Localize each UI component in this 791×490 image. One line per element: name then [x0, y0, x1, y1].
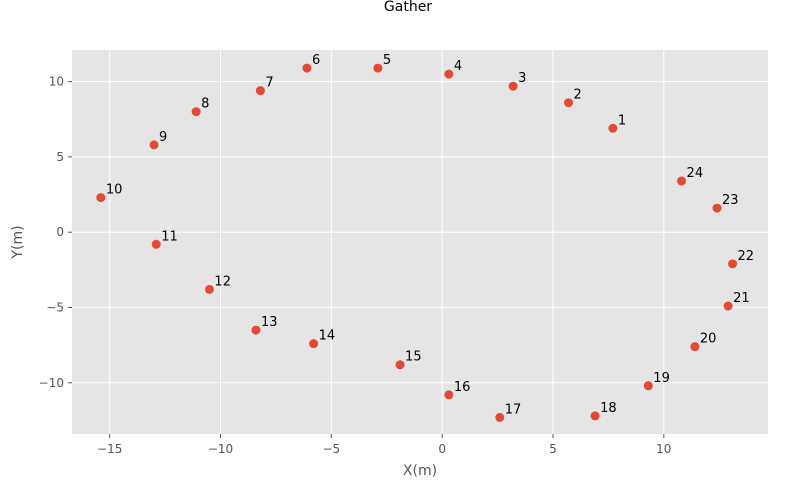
y-axis-ticks: −10 −5 0 5 10 — [39, 75, 72, 390]
chart-title: Gather — [384, 0, 432, 15]
data-point-label: 7 — [265, 76, 273, 91]
data-point — [255, 86, 265, 96]
data-point — [677, 176, 687, 186]
data-point — [151, 239, 161, 249]
x-tick-label: −10 — [208, 442, 233, 456]
data-point — [723, 301, 733, 311]
grid-lines — [72, 50, 768, 434]
data-point-label: 6 — [312, 53, 320, 68]
data-point — [590, 411, 600, 421]
data-point-label: 14 — [319, 329, 336, 344]
data-point — [302, 63, 312, 73]
y-tick-label: 0 — [56, 225, 64, 239]
x-tick-label: −15 — [97, 442, 122, 456]
data-point-label: 2 — [574, 88, 582, 103]
data-point — [395, 360, 405, 370]
data-point-label: 13 — [261, 315, 278, 330]
data-point-label: 4 — [454, 59, 462, 74]
data-point — [204, 284, 214, 294]
y-axis-label: Y(m) — [10, 225, 26, 259]
data-point-label: 9 — [159, 130, 167, 145]
data-points — [96, 63, 738, 422]
data-point-label: 16 — [454, 380, 471, 395]
data-point-label: 8 — [201, 97, 209, 112]
data-point-label: 11 — [161, 229, 178, 244]
data-point — [643, 381, 653, 391]
data-point-label: 3 — [518, 71, 526, 86]
data-point — [191, 107, 201, 117]
data-point — [444, 69, 454, 79]
x-axis-label: X(m) — [403, 463, 437, 479]
data-point — [251, 325, 261, 335]
data-point-label: 15 — [405, 350, 422, 365]
data-point-label: 17 — [505, 402, 522, 417]
data-point — [495, 412, 505, 422]
y-tick-label: −5 — [46, 301, 64, 315]
data-point — [373, 63, 383, 73]
data-point-label: 12 — [214, 274, 231, 289]
data-point — [608, 123, 618, 133]
data-point-label: 5 — [383, 53, 391, 68]
data-point — [309, 339, 319, 349]
data-point-label: 20 — [700, 332, 717, 347]
data-point — [712, 203, 722, 213]
y-tick-label: 5 — [56, 150, 64, 164]
data-point — [728, 259, 738, 269]
data-point-label: 19 — [653, 371, 670, 386]
data-point-label: 1 — [618, 113, 626, 128]
data-point — [96, 193, 106, 203]
x-tick-label: −5 — [322, 442, 340, 456]
x-tick-label: 5 — [549, 442, 557, 456]
data-point-label: 21 — [733, 291, 750, 306]
data-point-label: 10 — [106, 183, 123, 198]
plot-area — [72, 50, 768, 434]
data-point — [690, 342, 700, 352]
data-point-label: 22 — [738, 249, 755, 264]
data-point — [149, 140, 159, 150]
y-tick-label: −10 — [39, 376, 64, 390]
y-tick-label: 10 — [49, 75, 64, 89]
data-point-label: 18 — [600, 401, 617, 416]
data-point — [444, 390, 454, 400]
data-point-label: 24 — [687, 166, 704, 181]
data-point-label: 23 — [722, 193, 739, 208]
x-tick-label: 0 — [438, 442, 446, 456]
x-tick-label: 10 — [656, 442, 671, 456]
data-point — [508, 81, 518, 91]
x-axis-ticks: −15 −10 −5 0 5 10 — [97, 434, 671, 456]
data-point — [564, 98, 574, 108]
